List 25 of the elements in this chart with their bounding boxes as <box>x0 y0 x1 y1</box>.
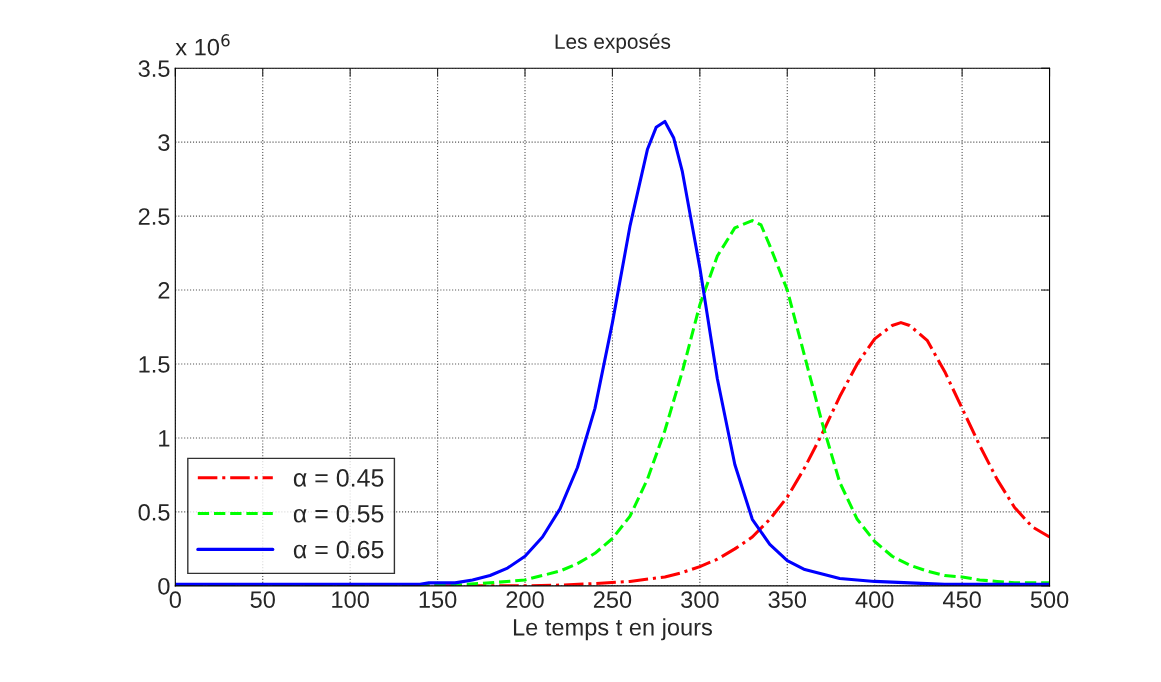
y-tick-label: 1.5 <box>139 356 170 373</box>
x-tick-label: 100 <box>332 591 369 609</box>
x-tick-label: 350 <box>768 591 807 609</box>
y-tick-label: 2.5 <box>138 208 170 225</box>
text: x 10$^{6}$ <box>175 34 230 56</box>
legend-label: α = 0.45 <box>293 469 384 487</box>
y-tick-label: 3.5 <box>138 60 170 77</box>
x-axis-title: Le temps t en jours <box>513 618 712 641</box>
x-tick-label: 50 <box>250 591 275 609</box>
x-tick-label: 400 <box>855 591 894 609</box>
chart-title: Les exposés <box>555 33 671 54</box>
x-tick-label: 150 <box>419 591 457 609</box>
y-tick-label: 1 <box>159 430 170 447</box>
x-tick-label: 450 <box>942 591 981 609</box>
legend-label: α = 0.65 <box>293 540 384 559</box>
x-tick-label: 200 <box>506 591 544 609</box>
x-tick-label: 250 <box>593 591 632 609</box>
y-tick-label: 0.5 <box>138 503 170 521</box>
x-tick-label: 300 <box>681 591 719 609</box>
y-tick-label: 0 <box>158 577 170 595</box>
y-tick-label: 3 <box>158 134 170 151</box>
y-tick-label: 2 <box>158 282 170 299</box>
x-tick-label: 0 <box>169 591 181 609</box>
legend-label: α = 0.55 <box>293 504 384 523</box>
x-tick-label: 500 <box>1030 591 1069 609</box>
